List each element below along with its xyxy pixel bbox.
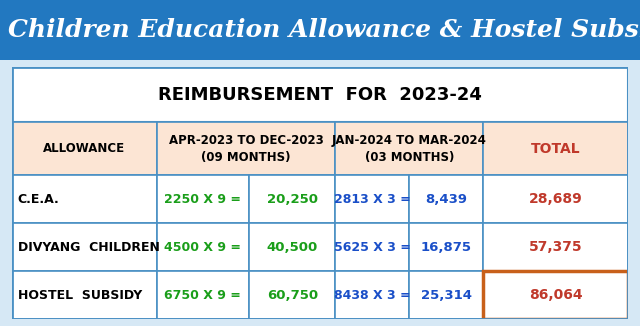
FancyBboxPatch shape	[249, 224, 335, 272]
Text: 4500 X 9 =: 4500 X 9 =	[164, 241, 241, 254]
Text: 57,375: 57,375	[529, 241, 583, 255]
Text: 2250 X 9 =: 2250 X 9 =	[164, 193, 241, 206]
FancyBboxPatch shape	[12, 67, 628, 123]
Text: 8,439: 8,439	[426, 193, 467, 206]
Text: 20,250: 20,250	[267, 193, 317, 206]
FancyBboxPatch shape	[249, 272, 335, 319]
Text: TOTAL: TOTAL	[531, 142, 580, 156]
Text: 60,750: 60,750	[267, 289, 318, 302]
FancyBboxPatch shape	[483, 175, 628, 224]
FancyBboxPatch shape	[483, 123, 628, 175]
FancyBboxPatch shape	[410, 224, 483, 272]
FancyBboxPatch shape	[249, 175, 335, 224]
Text: ALLOWANCE: ALLOWANCE	[43, 142, 125, 156]
FancyBboxPatch shape	[335, 123, 483, 175]
Text: REIMBURSEMENT  FOR  2023-24: REIMBURSEMENT FOR 2023-24	[158, 86, 482, 104]
FancyBboxPatch shape	[157, 272, 249, 319]
FancyBboxPatch shape	[483, 224, 628, 272]
Text: 86,064: 86,064	[529, 289, 583, 303]
FancyBboxPatch shape	[483, 272, 628, 319]
FancyBboxPatch shape	[12, 272, 157, 319]
FancyBboxPatch shape	[0, 0, 640, 60]
Text: DIVYANG  CHILDREN: DIVYANG CHILDREN	[18, 241, 159, 254]
FancyBboxPatch shape	[12, 123, 157, 175]
FancyBboxPatch shape	[410, 272, 483, 319]
FancyBboxPatch shape	[335, 224, 410, 272]
FancyBboxPatch shape	[157, 123, 335, 175]
Text: APR-2023 TO DEC-2023
(09 MONTHS): APR-2023 TO DEC-2023 (09 MONTHS)	[168, 134, 323, 164]
FancyBboxPatch shape	[335, 272, 410, 319]
FancyBboxPatch shape	[410, 175, 483, 224]
FancyBboxPatch shape	[12, 224, 157, 272]
Text: 16,875: 16,875	[421, 241, 472, 254]
Text: HOSTEL  SUBSIDY: HOSTEL SUBSIDY	[18, 289, 142, 302]
Text: 28,689: 28,689	[529, 192, 583, 206]
Text: 5625 X 3 =: 5625 X 3 =	[334, 241, 411, 254]
Text: 8438 X 3 =: 8438 X 3 =	[334, 289, 411, 302]
FancyBboxPatch shape	[12, 175, 157, 224]
Text: 6750 X 9 =: 6750 X 9 =	[164, 289, 241, 302]
Text: Children Education Allowance & Hostel Subsidy: Children Education Allowance & Hostel Su…	[8, 18, 640, 42]
FancyBboxPatch shape	[335, 175, 410, 224]
Text: 40,500: 40,500	[267, 241, 318, 254]
Text: 2813 X 3 =: 2813 X 3 =	[334, 193, 411, 206]
FancyBboxPatch shape	[157, 175, 249, 224]
Text: JAN-2024 TO MAR-2024
(03 MONTHS): JAN-2024 TO MAR-2024 (03 MONTHS)	[332, 134, 487, 164]
Text: 25,314: 25,314	[421, 289, 472, 302]
FancyBboxPatch shape	[157, 224, 249, 272]
Text: C.E.A.: C.E.A.	[18, 193, 60, 206]
